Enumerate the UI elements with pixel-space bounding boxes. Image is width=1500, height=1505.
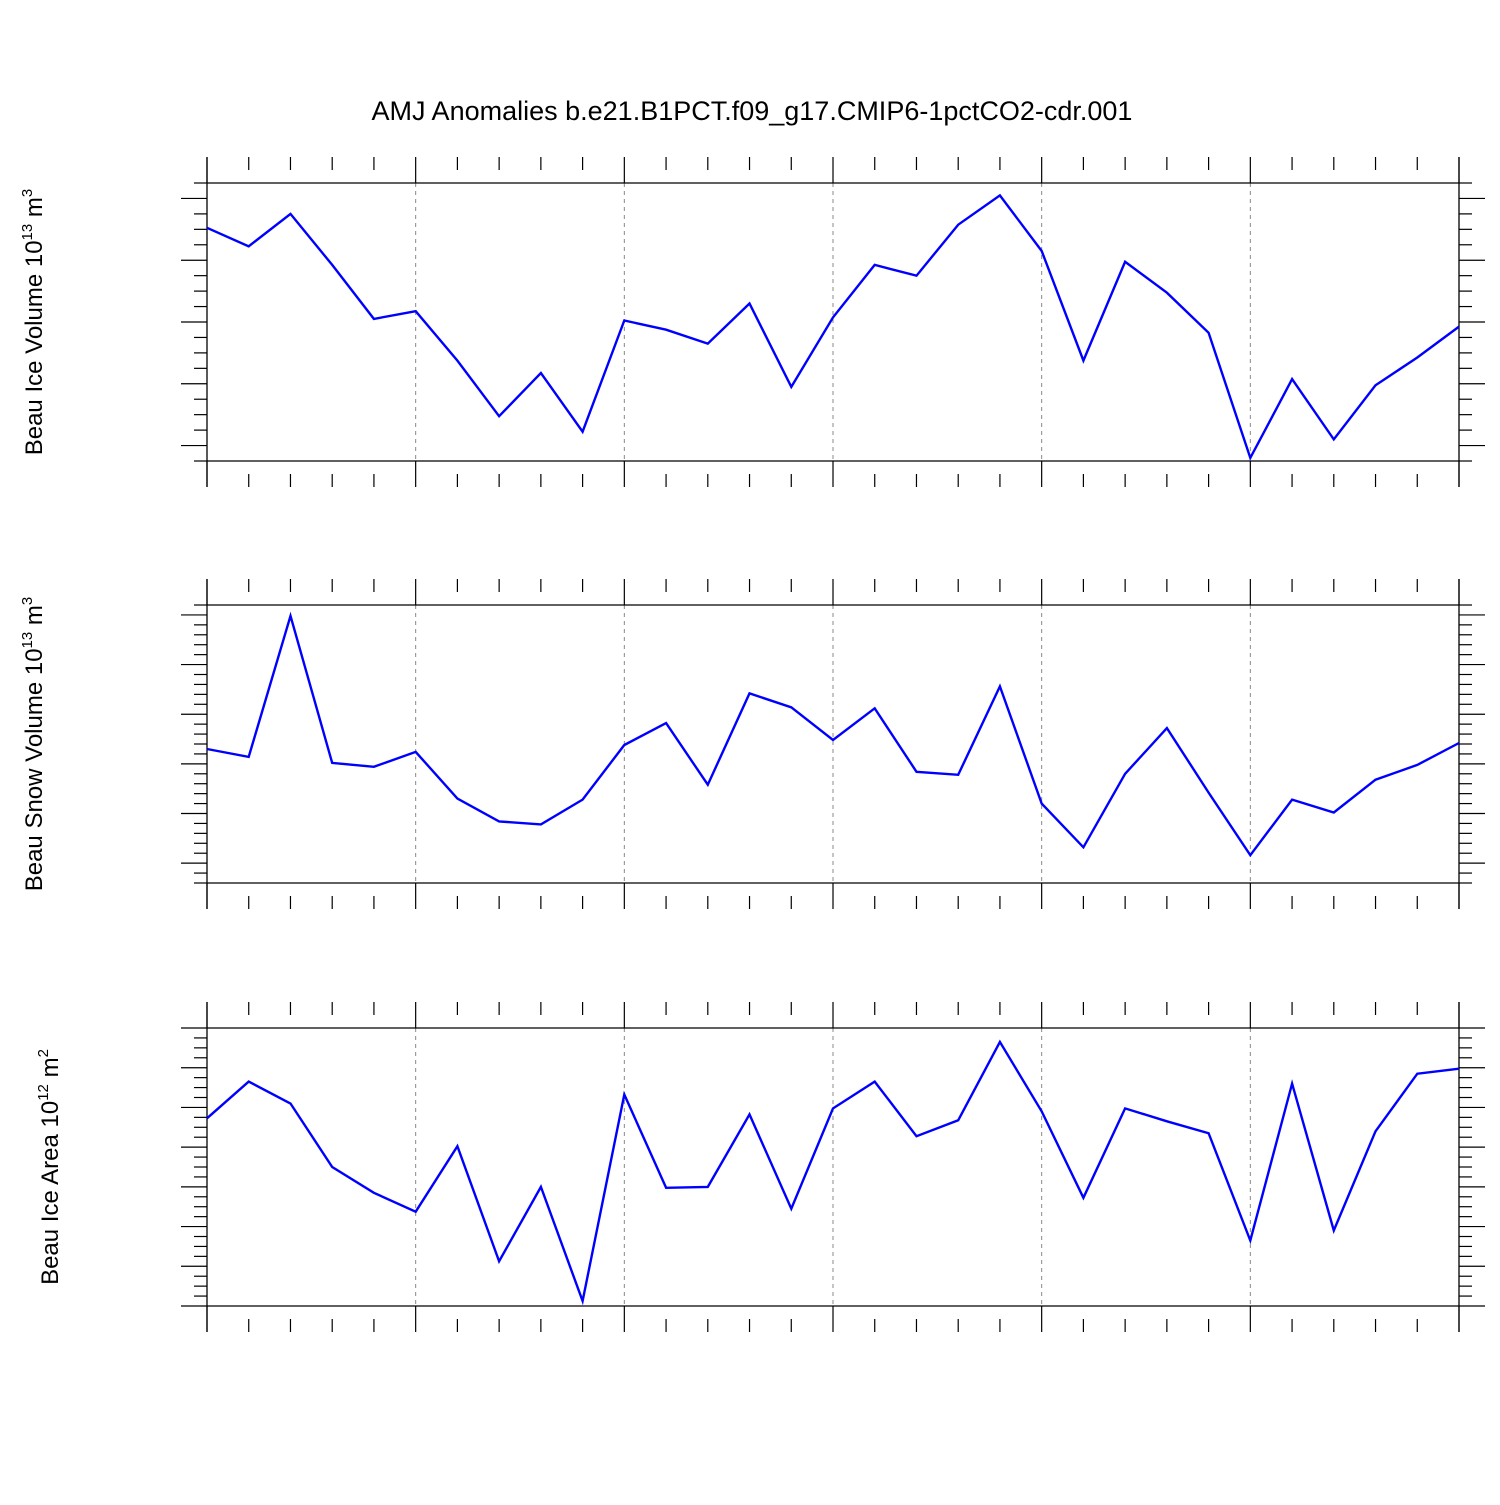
chart-panel-2: Beau Snow Volume 1013 m3 bbox=[19, 579, 1485, 909]
chart-panel-3: Beau Ice Area 1012 m2 bbox=[35, 1002, 1485, 1332]
y-axis-label-unit-exponent: 3 bbox=[19, 189, 36, 197]
y-axis-label: Beau Ice Area 1012 m2 bbox=[35, 1049, 64, 1285]
y-axis-label-unit-exponent: 3 bbox=[19, 597, 36, 605]
y-axis-label-exponent: 13 bbox=[19, 224, 36, 241]
y-axis-label-prefix: Beau Ice Volume 10 bbox=[21, 240, 48, 455]
y-axis-label-unit: m bbox=[21, 197, 48, 224]
y-axis-label-exponent: 12 bbox=[35, 1084, 52, 1101]
chart-title: AMJ Anomalies b.e21.B1PCT.f09_g17.CMIP6-… bbox=[372, 96, 1133, 126]
y-axis-label-exponent: 13 bbox=[19, 632, 36, 649]
y-axis-label-prefix: Beau Ice Area 10 bbox=[37, 1101, 64, 1285]
y-axis-label-unit: m bbox=[21, 605, 48, 632]
y-axis-label: Beau Ice Volume 1013 m3 bbox=[19, 189, 48, 456]
y-axis-label: Beau Snow Volume 1013 m3 bbox=[19, 597, 48, 892]
y-axis-label-unit-exponent: 2 bbox=[35, 1049, 52, 1057]
y-axis-label-prefix: Beau Snow Volume 10 bbox=[21, 648, 48, 891]
y-axis-label-unit: m bbox=[37, 1057, 64, 1084]
chart-panel-1: Beau Ice Volume 1013 m3 bbox=[19, 157, 1485, 487]
